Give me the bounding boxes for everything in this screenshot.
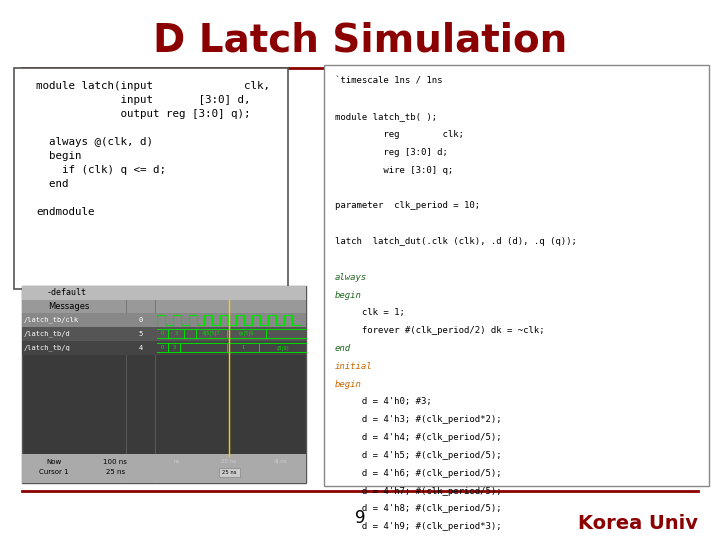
Text: Messages: Messages bbox=[48, 302, 89, 311]
Text: /latch_tb/clk: /latch_tb/clk bbox=[24, 316, 79, 323]
Text: (a|5|9: (a|5|9 bbox=[239, 331, 254, 336]
Text: clk = 1;: clk = 1; bbox=[335, 308, 405, 318]
Text: begin: begin bbox=[335, 380, 361, 389]
Text: begin: begin bbox=[335, 291, 361, 300]
Text: -default: -default bbox=[47, 288, 87, 298]
Text: wire [3:0] q;: wire [3:0] q; bbox=[335, 166, 453, 175]
FancyBboxPatch shape bbox=[324, 65, 709, 486]
Text: 100 ns: 100 ns bbox=[103, 458, 127, 465]
Text: 0: 0 bbox=[138, 316, 143, 323]
Text: 4: 4 bbox=[138, 345, 143, 351]
Text: 3: 3 bbox=[175, 331, 178, 336]
FancyBboxPatch shape bbox=[22, 327, 306, 341]
FancyBboxPatch shape bbox=[22, 341, 306, 355]
Text: reg        clk;: reg clk; bbox=[335, 130, 464, 139]
Text: initial: initial bbox=[335, 362, 372, 371]
Text: always: always bbox=[335, 273, 367, 282]
FancyBboxPatch shape bbox=[22, 286, 306, 300]
Text: 4|.ns: 4|.ns bbox=[274, 459, 287, 464]
Text: Now: Now bbox=[46, 458, 62, 465]
Text: module latch(input              clk,
             input       [3:0] d,
         : module latch(input clk, input [3:0] d, bbox=[36, 81, 270, 217]
Text: /latch_tb/q: /latch_tb/q bbox=[24, 345, 71, 351]
Text: 3: 3 bbox=[173, 345, 176, 350]
Text: reg [3:0] d;: reg [3:0] d; bbox=[335, 148, 448, 157]
Text: module latch_tb( );: module latch_tb( ); bbox=[335, 112, 437, 122]
Text: d = 4'h0; #3;: d = 4'h0; #3; bbox=[335, 397, 431, 407]
Text: 4|5|5|7: 4|5|5|7 bbox=[202, 331, 221, 336]
FancyBboxPatch shape bbox=[14, 68, 288, 289]
Text: 0: 0 bbox=[161, 345, 164, 350]
Text: d = 4'h5; #(clk_period/5);: d = 4'h5; #(clk_period/5); bbox=[335, 451, 501, 460]
Text: `timescale 1ns / 1ns: `timescale 1ns / 1ns bbox=[335, 77, 442, 86]
FancyBboxPatch shape bbox=[219, 468, 240, 477]
Text: 5: 5 bbox=[138, 330, 143, 337]
Text: ns: ns bbox=[174, 459, 179, 464]
Text: d = 4'h8; #(clk_period/5);: d = 4'h8; #(clk_period/5); bbox=[335, 504, 501, 514]
Text: 0: 0 bbox=[161, 331, 164, 336]
FancyBboxPatch shape bbox=[22, 300, 306, 313]
Text: latch  latch_dut(.clk (clk), .d (d), .q (q));: latch latch_dut(.clk (clk), .d (d), .q (… bbox=[335, 237, 577, 246]
Text: d = 4'h6; #(clk_period/5);: d = 4'h6; #(clk_period/5); bbox=[335, 469, 501, 478]
FancyBboxPatch shape bbox=[22, 286, 306, 483]
Text: end: end bbox=[335, 344, 351, 353]
Text: 25 ns: 25 ns bbox=[222, 470, 237, 475]
Text: /latch_tb/d: /latch_tb/d bbox=[24, 330, 71, 337]
Text: Cursor 1: Cursor 1 bbox=[39, 469, 69, 476]
Text: parameter  clk_period = 10;: parameter clk_period = 10; bbox=[335, 201, 480, 211]
Text: d = 4'h9; #(clk_period*3);: d = 4'h9; #(clk_period*3); bbox=[335, 522, 501, 531]
FancyBboxPatch shape bbox=[22, 313, 306, 327]
Text: 9: 9 bbox=[355, 509, 365, 528]
Text: D Latch Simulation: D Latch Simulation bbox=[153, 22, 567, 59]
Text: 25 ns: 25 ns bbox=[106, 469, 125, 476]
Text: 1: 1 bbox=[241, 345, 245, 350]
Text: d = 4'h4; #(clk_period/5);: d = 4'h4; #(clk_period/5); bbox=[335, 433, 501, 442]
Text: 25 ns: 25 ns bbox=[221, 459, 237, 464]
FancyBboxPatch shape bbox=[22, 454, 306, 483]
Text: Korea Univ: Korea Univ bbox=[578, 514, 698, 534]
Text: (8|9): (8|9) bbox=[276, 345, 289, 350]
Text: d = 4'h7; #(clk_period/5);: d = 4'h7; #(clk_period/5); bbox=[335, 487, 501, 496]
Text: d = 4'h3; #(clk_period*2);: d = 4'h3; #(clk_period*2); bbox=[335, 415, 501, 424]
Text: forever #(clk_period/2) dk = ~clk;: forever #(clk_period/2) dk = ~clk; bbox=[335, 326, 544, 335]
